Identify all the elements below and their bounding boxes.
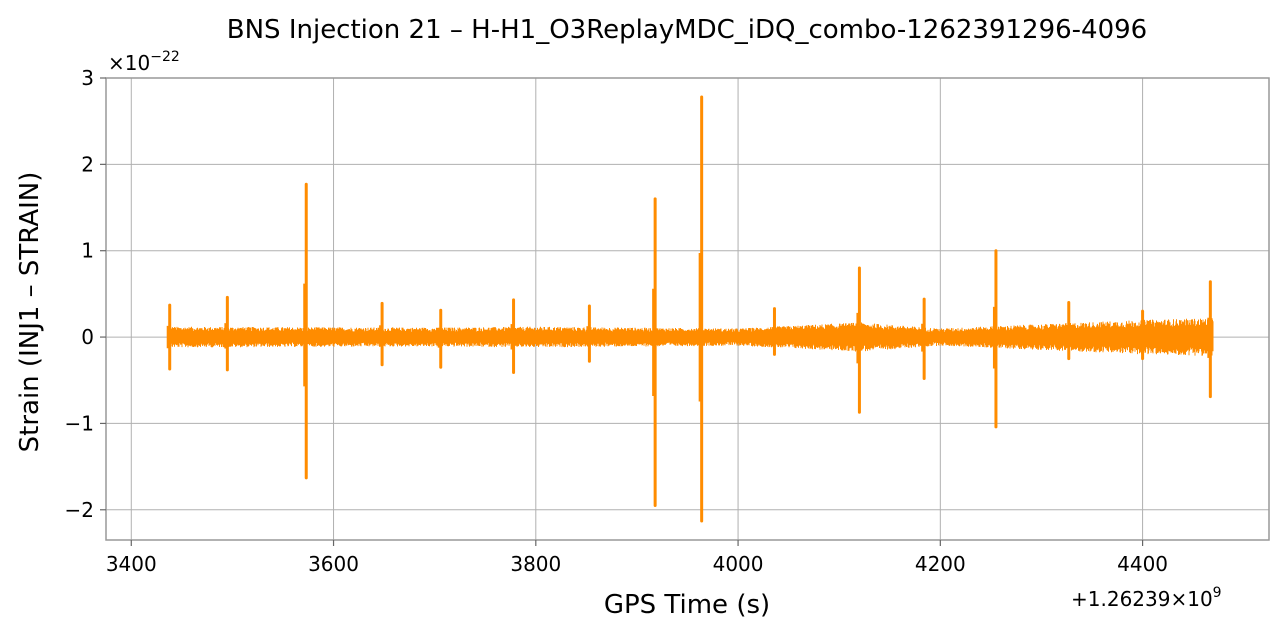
y-axis-label: Strain (INJ1 – STRAIN) [15, 172, 45, 453]
x-offset-label: +1.26239×109 [1071, 585, 1222, 611]
y-tick-label: 0 [81, 325, 94, 349]
y-tick-label: 1 [81, 239, 94, 263]
y-tick-label: −2 [65, 498, 94, 522]
x-offset-base: +1.26239×10 [1071, 587, 1213, 611]
chart-title: BNS Injection 21 – H-H1_O3ReplayMDC_iDQ_… [227, 15, 1147, 45]
y-scale-base: ×10 [108, 51, 150, 75]
strain-series [166, 95, 1214, 523]
x-tick-label: 3800 [510, 552, 561, 576]
x-tick-label: 3600 [308, 552, 359, 576]
x-tick-label: 4000 [713, 552, 764, 576]
x-offset-exponent: 9 [1213, 585, 1222, 601]
grid [106, 77, 1269, 540]
y-tick-label: 3 [81, 66, 94, 90]
x-tick-label: 4200 [915, 552, 966, 576]
noise-band [167, 318, 1214, 356]
y-tick-label: 2 [81, 152, 94, 176]
y-tick-label: −1 [65, 411, 94, 435]
y-scale-label: ×10−22 [108, 49, 180, 75]
plot-frame [105, 77, 1270, 541]
x-tick-label: 4400 [1117, 552, 1168, 576]
x-tick-label: 3400 [106, 552, 157, 576]
y-scale-exponent: −22 [150, 49, 180, 65]
y-axis-ticks: −2 −1 0 1 2 3 [65, 66, 106, 522]
x-axis-ticks: 3400 3600 3800 4000 4200 4400 [106, 540, 1168, 576]
x-axis-label: GPS Time (s) [604, 590, 770, 620]
